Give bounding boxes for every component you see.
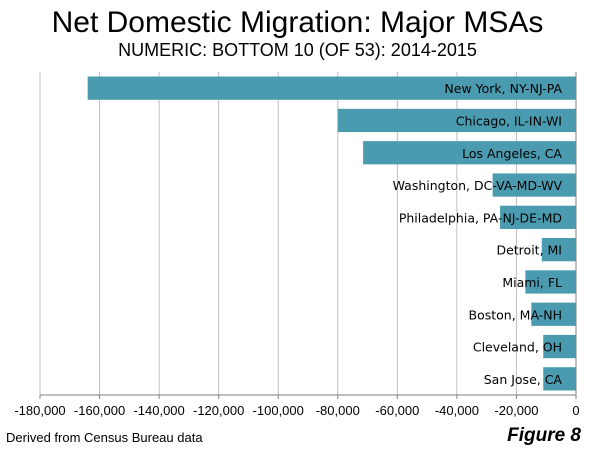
- x-tick-label: -120,000: [193, 403, 244, 418]
- bar: [543, 367, 576, 391]
- bar-category-label: San Jose, CA: [484, 372, 563, 387]
- bar-category-label: Miami, FL: [502, 275, 562, 290]
- x-tick-label: -20,000: [494, 403, 538, 418]
- bar: [531, 302, 576, 326]
- bar-category-label: New York, NY-NJ-PA: [444, 81, 562, 96]
- bar-category-label: Cleveland, OH: [473, 340, 562, 355]
- x-tick-label: 0: [572, 403, 579, 418]
- bar-category-label: Los Angeles, CA: [462, 146, 562, 161]
- chart-subtitle: NUMERIC: BOTTOM 10 (OF 53): 2014-2015: [118, 40, 477, 60]
- x-tick-label: -160,000: [74, 403, 125, 418]
- x-tick-label: -80,000: [316, 403, 360, 418]
- x-tick-label: -60,000: [375, 403, 419, 418]
- bar: [492, 173, 576, 197]
- x-tick-label: -40,000: [435, 403, 479, 418]
- bar: [541, 238, 576, 262]
- source-note: Derived from Census Bureau data: [6, 430, 203, 445]
- x-tick-label: -180,000: [14, 403, 65, 418]
- bar-category-label: Washington, DC-VA-MD-WV: [393, 178, 563, 193]
- bar: [543, 334, 576, 359]
- bar-category-label: Philadelphia, PA-NJ-DE-MD: [399, 210, 562, 225]
- bar-category-label: Boston, MA-NH: [469, 307, 562, 322]
- x-tick-label: -140,000: [133, 403, 184, 418]
- bar: [500, 205, 576, 229]
- figure-label: Figure 8: [507, 425, 581, 446]
- bar: [87, 76, 577, 100]
- bar: [525, 270, 576, 294]
- chart-title: Net Domestic Migration: Major MSAs: [51, 6, 544, 39]
- bar: [337, 108, 576, 133]
- bar: [363, 141, 576, 165]
- bar-category-label: Chicago, IL-IN-WI: [456, 113, 562, 128]
- x-tick-label: -100,000: [253, 403, 304, 418]
- bar-category-label: Detroit, MI: [496, 243, 562, 258]
